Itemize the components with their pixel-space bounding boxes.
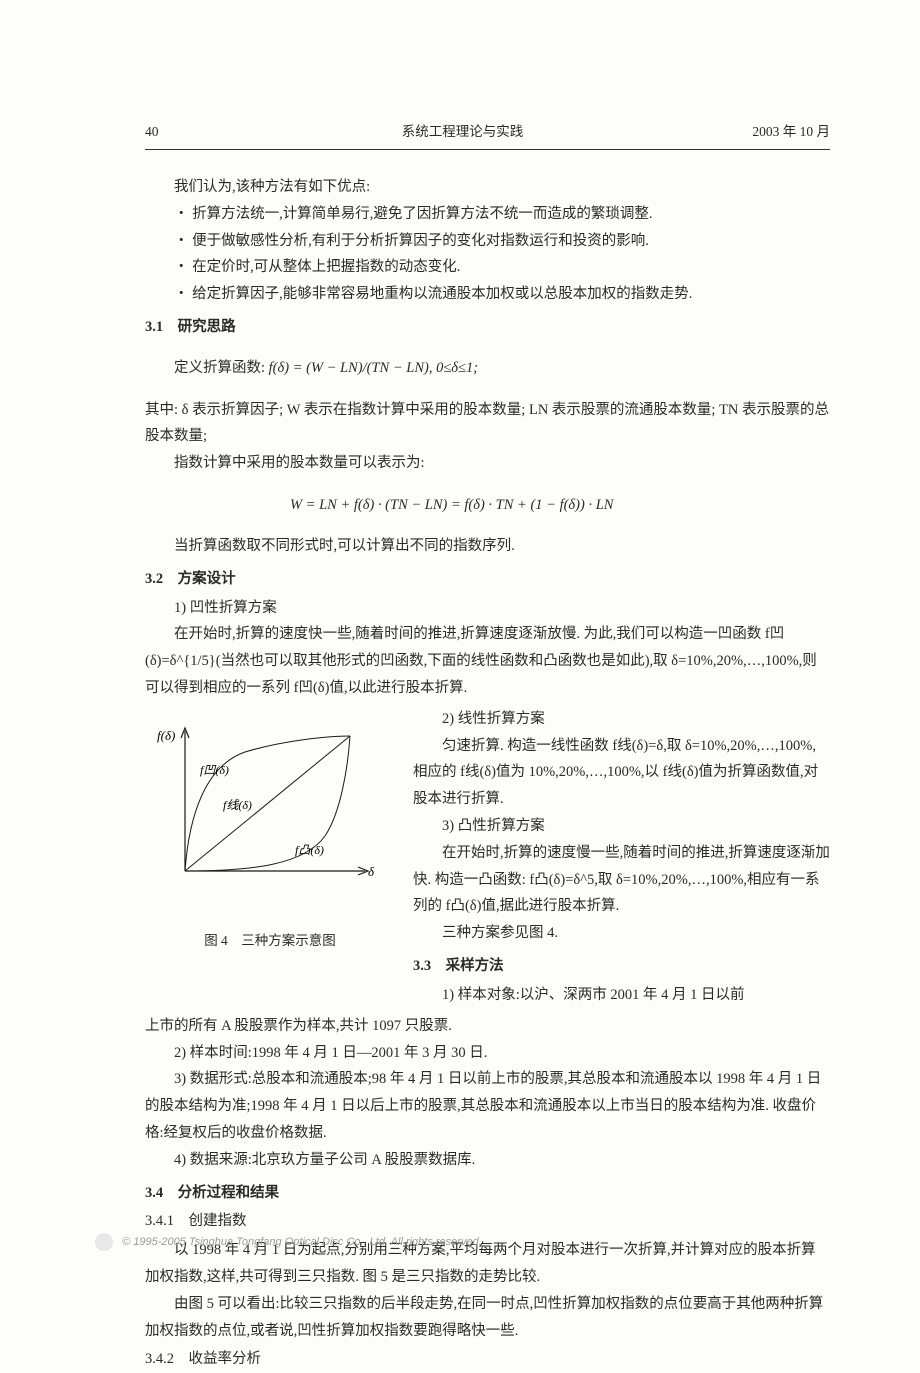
scheme-3-body: 在开始时,折算的速度慢一些,随着时间的推进,折算速度逐渐加快. 构造一凸函数: … [413,840,830,920]
sample-item-4: 4) 数据来源:北京玖方量子公司 A 股股票数据库. [145,1147,830,1174]
copyright-text: © 1995-2005 Tsinghua Tongfang Optical Di… [122,1236,482,1248]
linear-label: f线(δ) [223,798,252,812]
section-3-2-heading: 3.2 方案设计 [145,566,830,593]
page-header: 40 系统工程理论与实践 2003 年 10 月 [145,120,830,150]
scheme-1-body: 在开始时,折算的速度快一些,随着时间的推进,折算速度逐渐放慢. 为此,我们可以构… [145,621,830,701]
scheme-1-title: 1) 凹性折算方案 [145,595,830,622]
figure-4-chart: f(δ) f凹(δ) f线(δ) f凸(δ) δ [145,706,385,891]
copyright-footer: © 1995-2005 Tsinghua Tongfang Optical Di… [95,1232,482,1252]
y-axis-label: f(δ) [157,728,175,743]
sample-item-1-cont: 上市的所有 A 股股票作为样本,共计 1097 只股票. [145,1013,830,1040]
subsection-3-4-2-title: 3.4.2 收益率分析 [145,1346,830,1373]
section-3-1-heading: 3.1 研究思路 [145,314,830,341]
journal-title: 系统工程理论与实践 [205,120,720,145]
sample-item-1-part: 1) 样本对象:以沪、深两市 2001 年 4 月 1 日以前 [413,982,830,1009]
convex-label: f凸(δ) [295,843,324,857]
list-item: 给定折算因子,能够非常容易地重构以流通股本加权或以总股本加权的指数走势. [145,281,830,308]
section-3-3-heading: 3.3 采样方法 [413,953,830,980]
formula-label: 定义折算函数: [174,360,265,376]
sample-item-3: 3) 数据形式:总股本和流通股本;98 年 4 月 1 日以前上市的股票,其总股… [145,1066,830,1146]
concave-label: f凹(δ) [200,763,229,777]
list-item: 在定价时,可从整体上把握指数的动态变化. [145,254,830,281]
formula-explain-1: 其中: δ 表示折算因子; W 表示在指数计算中采用的股本数量; LN 表示股票… [145,397,830,451]
figure-4-caption: 图 4 三种方案示意图 [145,929,395,954]
advantages-list: 折算方法统一,计算简单易行,避免了因折算方法不统一而造成的繁琐调整. 便于做敏感… [145,201,830,308]
scheme-closing: 三种方案参见图 4. [413,920,830,947]
issue-date: 2003 年 10 月 [720,120,830,145]
list-item: 便于做敏感性分析,有利于分析折算因子的变化对指数运行和投资的影响. [145,228,830,255]
scheme-3-title: 3) 凸性折算方案 [413,813,830,840]
formula-explain-2: 指数计算中采用的股本数量可以表示为: [145,450,830,477]
figure-and-text-wrap: f(δ) f凹(δ) f线(δ) f凸(δ) δ 图 4 三种方案示意图 2) … [145,706,830,1009]
formula-expr: f(δ) = (W − LN)/(TN − LN), 0≤δ≤1; [269,360,478,376]
section-3-4-heading: 3.4 分析过程和结果 [145,1180,830,1207]
x-axis-label: δ [368,864,375,879]
list-item: 折算方法统一,计算简单易行,避免了因折算方法不统一而造成的繁琐调整. [145,201,830,228]
disc-icon [95,1233,113,1251]
formula-explain-3: 当折算函数取不同形式时,可以计算出不同的指数序列. [145,533,830,560]
scheme-2-title: 2) 线性折算方案 [413,706,830,733]
formula-w: W = LN + f(δ) · (TN − LN) = f(δ) · TN + … [145,492,830,519]
page-number: 40 [145,120,205,145]
sample-item-2: 2) 样本时间:1998 年 4 月 1 日—2001 年 3 月 30 日. [145,1040,830,1067]
sub-3-4-1-body-2: 由图 5 可以看出:比较三只指数的后半段走势,在同一时点,凹性折算加权指数的点位… [145,1291,830,1345]
formula-definition: 定义折算函数: f(δ) = (W − LN)/(TN − LN), 0≤δ≤1… [145,355,830,382]
figure-4-container: f(δ) f凹(δ) f线(δ) f凸(δ) δ 图 4 三种方案示意图 [145,706,395,954]
right-text-column: 2) 线性折算方案 匀速折算. 构造一线性函数 f线(δ)=δ,取 δ=10%,… [413,706,830,1009]
intro-lead: 我们认为,该种方法有如下优点: [145,174,830,201]
page-container: 40 系统工程理论与实践 2003 年 10 月 我们认为,该种方法有如下优点:… [0,0,920,1280]
scheme-2-body: 匀速折算. 构造一线性函数 f线(δ)=δ,取 δ=10%,20%,…,100%… [413,733,830,813]
